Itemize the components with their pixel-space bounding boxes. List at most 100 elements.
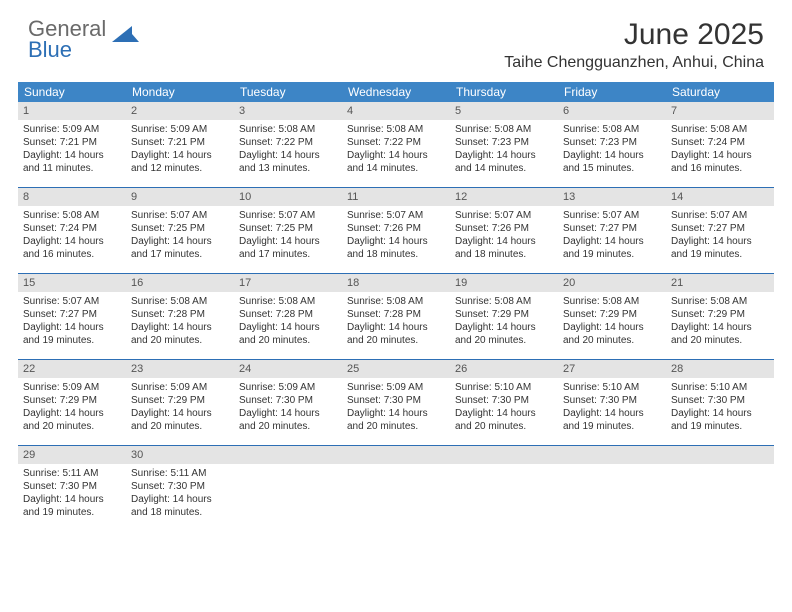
day-cell: 5Sunrise: 5:08 AMSunset: 7:23 PMDaylight… <box>450 102 558 187</box>
daylight-text: Daylight: 14 hours and 18 minutes. <box>455 235 553 261</box>
sunrise-text: Sunrise: 5:07 AM <box>671 209 769 222</box>
sunset-text: Sunset: 7:29 PM <box>131 394 229 407</box>
day-body: Sunrise: 5:08 AMSunset: 7:29 PMDaylight:… <box>450 292 558 353</box>
sunrise-text: Sunrise: 5:09 AM <box>347 381 445 394</box>
day-body: Sunrise: 5:08 AMSunset: 7:29 PMDaylight:… <box>666 292 774 353</box>
day-cell: 14Sunrise: 5:07 AMSunset: 7:27 PMDayligh… <box>666 188 774 273</box>
sunset-text: Sunset: 7:29 PM <box>563 308 661 321</box>
day-body: Sunrise: 5:09 AMSunset: 7:30 PMDaylight:… <box>234 378 342 439</box>
day-body: Sunrise: 5:07 AMSunset: 7:25 PMDaylight:… <box>234 206 342 267</box>
sunset-text: Sunset: 7:27 PM <box>563 222 661 235</box>
location-label: Taihe Chengguanzhen, Anhui, China <box>504 54 764 72</box>
sunset-text: Sunset: 7:28 PM <box>347 308 445 321</box>
sunset-text: Sunset: 7:21 PM <box>23 136 121 149</box>
day-body: Sunrise: 5:08 AMSunset: 7:23 PMDaylight:… <box>558 120 666 181</box>
sunrise-text: Sunrise: 5:09 AM <box>131 123 229 136</box>
day-body: Sunrise: 5:07 AMSunset: 7:27 PMDaylight:… <box>558 206 666 267</box>
day-body: Sunrise: 5:10 AMSunset: 7:30 PMDaylight:… <box>450 378 558 439</box>
daylight-text: Daylight: 14 hours and 14 minutes. <box>455 149 553 175</box>
day-body: Sunrise: 5:07 AMSunset: 7:27 PMDaylight:… <box>18 292 126 353</box>
day-body: Sunrise: 5:08 AMSunset: 7:24 PMDaylight:… <box>666 120 774 181</box>
sunrise-text: Sunrise: 5:07 AM <box>455 209 553 222</box>
day-number: 3 <box>234 102 342 120</box>
day-cell: 25Sunrise: 5:09 AMSunset: 7:30 PMDayligh… <box>342 360 450 445</box>
day-cell: 12 Sunrise: 5:07 AMSunset: 7:26 PMDayligh… <box>450 188 558 273</box>
sunset-text: Sunset: 7:27 PM <box>23 308 121 321</box>
weekday-header-row: SundayMondayTuesdayWednesdayThursdayFrid… <box>18 82 774 102</box>
daylight-text: Daylight: 14 hours and 18 minutes. <box>131 493 229 519</box>
day-number: 27 <box>558 360 666 378</box>
sunset-text: Sunset: 7:24 PM <box>671 136 769 149</box>
week-row: 22Sunrise: 5:09 AMSunset: 7:29 PMDayligh… <box>18 360 774 446</box>
day-body: Sunrise: 5:09 AMSunset: 7:30 PMDaylight:… <box>342 378 450 439</box>
weekday-header: Friday <box>558 82 666 102</box>
weekday-header: Monday <box>126 82 234 102</box>
sunrise-text: Sunrise: 5:11 AM <box>23 467 121 480</box>
sunrise-text: Sunrise: 5:09 AM <box>23 381 121 394</box>
daylight-text: Daylight: 14 hours and 19 minutes. <box>671 235 769 261</box>
day-cell: 13Sunrise: 5:07 AMSunset: 7:27 PMDayligh… <box>558 188 666 273</box>
sunset-text: Sunset: 7:27 PM <box>671 222 769 235</box>
day-number: 29 <box>18 446 126 464</box>
day-body: Sunrise: 5:09 AMSunset: 7:29 PMDaylight:… <box>126 378 234 439</box>
day-body: Sunrise: 5:10 AMSunset: 7:30 PMDaylight:… <box>666 378 774 439</box>
sunset-text: Sunset: 7:22 PM <box>239 136 337 149</box>
logo-triangle-icon <box>112 24 140 49</box>
day-body: Sunrise: 5:09 AMSunset: 7:29 PMDaylight:… <box>18 378 126 439</box>
daylight-text: Daylight: 14 hours and 17 minutes. <box>131 235 229 261</box>
sunrise-text: Sunrise: 5:10 AM <box>455 381 553 394</box>
sunrise-text: Sunrise: 5:08 AM <box>239 295 337 308</box>
daylight-text: Daylight: 14 hours and 20 minutes. <box>239 321 337 347</box>
day-number: 28 <box>666 360 774 378</box>
day-cell: 11Sunrise: 5:07 AMSunset: 7:26 PMDayligh… <box>342 188 450 273</box>
sunrise-text: Sunrise: 5:07 AM <box>563 209 661 222</box>
daylight-text: Daylight: 14 hours and 19 minutes. <box>671 407 769 433</box>
day-body: Sunrise: 5:08 AMSunset: 7:28 PMDaylight:… <box>126 292 234 353</box>
day-cell: 6Sunrise: 5:08 AMSunset: 7:23 PMDaylight… <box>558 102 666 187</box>
week-row: 29Sunrise: 5:11 AMSunset: 7:30 PMDayligh… <box>18 446 774 532</box>
day-number: 22 <box>18 360 126 378</box>
day-number: 12 <box>450 188 558 206</box>
daylight-text: Daylight: 14 hours and 12 minutes. <box>131 149 229 175</box>
day-cell <box>234 446 342 532</box>
daylight-text: Daylight: 14 hours and 15 minutes. <box>563 149 661 175</box>
day-number: 8 <box>18 188 126 206</box>
day-number: 2 <box>126 102 234 120</box>
daylight-text: Daylight: 14 hours and 18 minutes. <box>347 235 445 261</box>
month-title: June 2025 <box>504 18 764 52</box>
daylight-text: Daylight: 14 hours and 11 minutes. <box>23 149 121 175</box>
week-row: 8Sunrise: 5:08 AMSunset: 7:24 PMDaylight… <box>18 188 774 274</box>
daylight-text: Daylight: 14 hours and 20 minutes. <box>455 321 553 347</box>
calendar: SundayMondayTuesdayWednesdayThursdayFrid… <box>18 82 774 532</box>
sunrise-text: Sunrise: 5:07 AM <box>131 209 229 222</box>
day-cell: 3Sunrise: 5:08 AMSunset: 7:22 PMDaylight… <box>234 102 342 187</box>
week-row: 15Sunrise: 5:07 AMSunset: 7:27 PMDayligh… <box>18 274 774 360</box>
day-body: Sunrise: 5:11 AMSunset: 7:30 PMDaylight:… <box>18 464 126 525</box>
day-cell: 18Sunrise: 5:08 AMSunset: 7:28 PMDayligh… <box>342 274 450 359</box>
day-cell: 22Sunrise: 5:09 AMSunset: 7:29 PMDayligh… <box>18 360 126 445</box>
logo: General Blue <box>28 18 140 61</box>
sunset-text: Sunset: 7:22 PM <box>347 136 445 149</box>
weekday-header: Wednesday <box>342 82 450 102</box>
day-cell: 28Sunrise: 5:10 AMSunset: 7:30 PMDayligh… <box>666 360 774 445</box>
day-number: 19 <box>450 274 558 292</box>
day-cell: 23Sunrise: 5:09 AMSunset: 7:29 PMDayligh… <box>126 360 234 445</box>
sunset-text: Sunset: 7:25 PM <box>239 222 337 235</box>
sunrise-text: Sunrise: 5:09 AM <box>131 381 229 394</box>
day-number: 15 <box>18 274 126 292</box>
day-number: 1 <box>18 102 126 120</box>
day-number <box>450 446 558 464</box>
day-number: 9 <box>126 188 234 206</box>
day-body: Sunrise: 5:08 AMSunset: 7:29 PMDaylight:… <box>558 292 666 353</box>
day-cell: 1Sunrise: 5:09 AMSunset: 7:21 PMDaylight… <box>18 102 126 187</box>
daylight-text: Daylight: 14 hours and 20 minutes. <box>239 407 337 433</box>
daylight-text: Daylight: 14 hours and 20 minutes. <box>347 407 445 433</box>
sunset-text: Sunset: 7:26 PM <box>455 222 553 235</box>
daylight-text: Daylight: 14 hours and 20 minutes. <box>23 407 121 433</box>
day-cell: 9Sunrise: 5:07 AMSunset: 7:25 PMDaylight… <box>126 188 234 273</box>
sunrise-text: Sunrise: 5:07 AM <box>239 209 337 222</box>
day-number: 7 <box>666 102 774 120</box>
day-number: 18 <box>342 274 450 292</box>
day-body: Sunrise: 5:09 AMSunset: 7:21 PMDaylight:… <box>126 120 234 181</box>
day-body: Sunrise: 5:08 AMSunset: 7:22 PMDaylight:… <box>342 120 450 181</box>
